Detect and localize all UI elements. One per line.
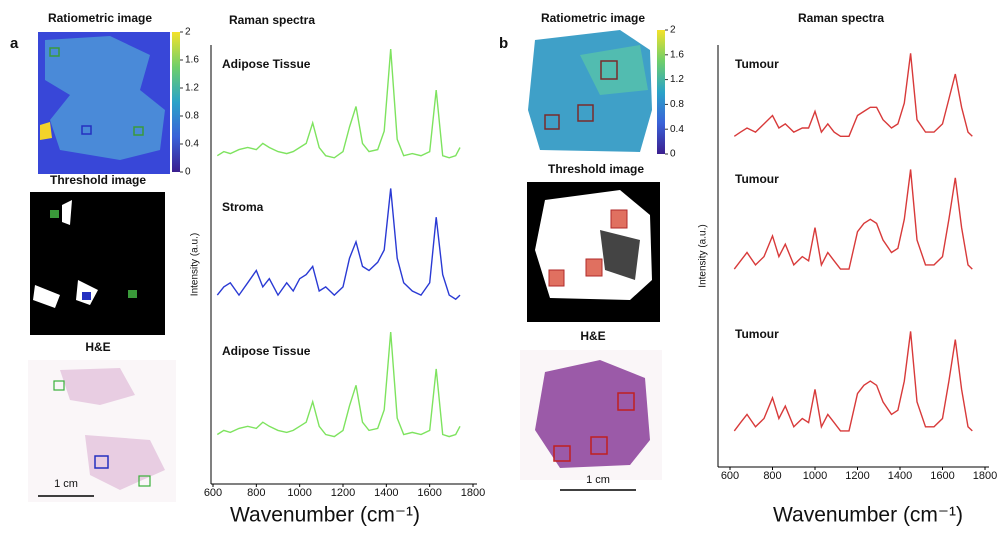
trace-label: Adipose Tissue [222,57,311,71]
roi [128,290,137,298]
colorbar-tick-label: 1.6 [185,55,199,66]
roi [544,114,560,130]
colorbar-tick-label: 0.8 [185,111,199,122]
x-tick-label: 1400 [888,470,912,482]
x-tick-label: 1000 [803,470,827,482]
trace-label: Stroma [222,200,264,214]
roi [600,60,618,80]
spectrum-line [216,331,461,438]
colorbar-tick-label: 1.6 [670,49,684,60]
x-tick-label: 1200 [845,470,869,482]
x-tick-label: 800 [247,487,265,499]
panel-letter: a [10,35,19,52]
trace-label: Tumour [735,327,779,341]
x-axis-label: Wavenumber (cm⁻¹) [230,504,420,527]
threshold-mask [33,200,98,308]
colorbar [172,32,180,172]
colorbar-tick-label: 0.8 [670,99,684,110]
x-tick-label: 1000 [287,487,311,499]
spectrum-line [733,331,973,432]
y-axis-label: Intensity (a.u.) [190,233,201,296]
spectrum-line [216,49,461,159]
scale-bar-label: 1 cm [586,474,610,486]
threshold-mask [600,230,640,280]
x-tick-label: 1200 [331,487,355,499]
x-tick-label: 1800 [461,487,485,499]
roi [548,269,565,287]
x-tick-label: 600 [721,470,739,482]
colorbar [657,30,665,154]
roi [94,455,109,469]
tissue-map [580,45,648,95]
image-title: Ratiometric image [541,11,645,25]
x-tick-label: 1600 [417,487,441,499]
he-tissue [60,368,165,490]
roi [138,475,151,487]
spectrum-line [733,169,973,270]
roi [585,258,603,277]
image-title: Threshold image [548,162,644,176]
image-title: H&E [580,329,605,343]
scale-bar-label: 1 cm [54,478,78,490]
x-tick-label: 1800 [973,470,997,482]
colorbar-tick-label: 0 [185,167,191,178]
x-tick-label: 1600 [930,470,954,482]
roi [610,209,628,229]
x-tick-label: 600 [204,487,222,499]
roi [82,292,91,300]
hotspot [40,122,52,140]
colorbar-tick-label: 0 [670,149,676,160]
colorbar-tick-label: 1.2 [185,83,199,94]
y-axis-label: Intensity (a.u.) [698,224,709,287]
trace-label: Tumour [735,57,779,71]
roi [617,392,635,411]
colorbar-tick-label: 2 [185,27,191,38]
image-title: Threshold image [50,173,146,187]
x-axis-label: Wavenumber (cm⁻¹) [773,504,963,527]
roi [590,436,608,455]
x-tick-label: 1400 [374,487,398,499]
colorbar-tick-label: 0.4 [185,139,199,150]
colorbar-tick-label: 0.4 [670,124,684,135]
panel-letter: b [499,35,508,52]
chart-title: Raman spectra [798,11,884,25]
roi [50,210,59,218]
roi [49,47,60,57]
he-tissue [535,360,650,468]
colorbar-tick-label: 2 [670,25,676,36]
colorbar-tick-label: 1.2 [670,74,684,85]
spectrum-line [733,53,973,137]
roi [133,126,144,136]
image-title: Ratiometric image [48,11,152,25]
roi [577,104,594,122]
x-tick-label: 800 [763,470,781,482]
roi [81,125,92,135]
roi [53,380,65,391]
trace-label: Adipose Tissue [222,344,311,358]
image-title: H&E [85,340,110,354]
trace-label: Tumour [735,172,779,186]
tissue-map [45,36,165,160]
chart-title: Raman spectra [229,13,315,27]
spectrum-line [216,188,461,301]
roi [553,445,571,462]
